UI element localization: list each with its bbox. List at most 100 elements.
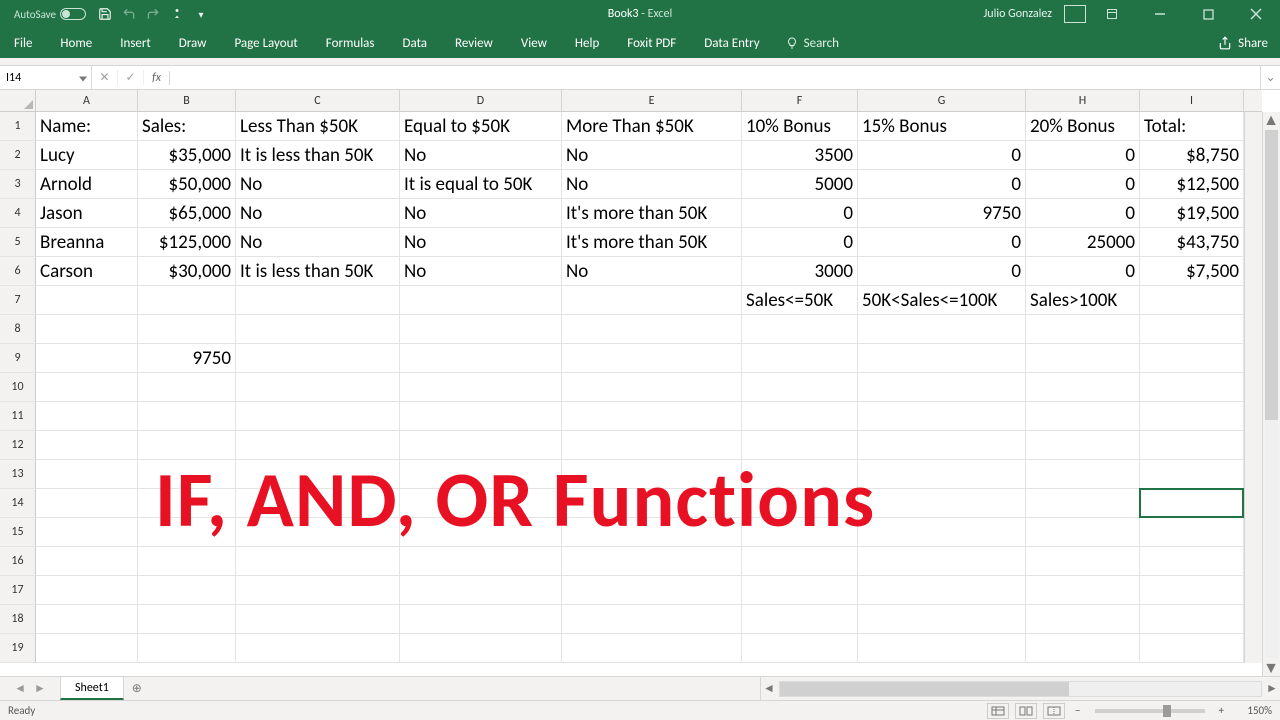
cell-D12[interactable]: [400, 431, 562, 460]
cancel-formula-icon[interactable]: ✕: [92, 70, 118, 85]
cell-H12[interactable]: [1026, 431, 1140, 460]
cell-H6[interactable]: 0: [1026, 257, 1140, 286]
cell-C5[interactable]: No: [236, 228, 400, 257]
cell-G8[interactable]: [858, 315, 1026, 344]
page-layout-view-icon[interactable]: [1015, 703, 1037, 719]
cell-B10[interactable]: [138, 373, 236, 402]
column-header-G[interactable]: G: [858, 90, 1026, 112]
row-header-8[interactable]: 8: [0, 315, 36, 344]
tell-me-search[interactable]: Search: [774, 28, 851, 58]
cell-C7[interactable]: [236, 286, 400, 315]
cell-I8[interactable]: [1140, 315, 1244, 344]
cell-G13[interactable]: [858, 460, 1026, 489]
cell-G14[interactable]: [858, 489, 1026, 518]
cell-I17[interactable]: [1140, 576, 1244, 605]
enter-formula-icon[interactable]: ✓: [118, 70, 144, 85]
cell-G16[interactable]: [858, 547, 1026, 576]
cell-I3[interactable]: $12,500: [1140, 170, 1244, 199]
ribbon-tab-insert[interactable]: Insert: [106, 28, 165, 58]
cell-F12[interactable]: [742, 431, 858, 460]
minimize-button[interactable]: [1138, 0, 1182, 28]
cell-A16[interactable]: [36, 547, 138, 576]
cell-D3[interactable]: It is equal to 50K: [400, 170, 562, 199]
undo-icon[interactable]: [118, 3, 140, 25]
scroll-right-icon[interactable]: ►: [1264, 681, 1280, 697]
ribbon-tab-foxit-pdf[interactable]: Foxit PDF: [613, 28, 690, 58]
row-header-12[interactable]: 12: [0, 431, 36, 460]
row-header-10[interactable]: 10: [0, 373, 36, 402]
cell-I5[interactable]: $43,750: [1140, 228, 1244, 257]
cell-A1[interactable]: Name:: [36, 112, 138, 141]
row-header-11[interactable]: 11: [0, 402, 36, 431]
cell-G4[interactable]: 9750: [858, 199, 1026, 228]
cell-B4[interactable]: $65,000: [138, 199, 236, 228]
cell-B12[interactable]: [138, 431, 236, 460]
zoom-level-label[interactable]: 150%: [1234, 704, 1272, 717]
cell-C17[interactable]: [236, 576, 400, 605]
cell-D1[interactable]: Equal to $50K: [400, 112, 562, 141]
cell-F10[interactable]: [742, 373, 858, 402]
cell-C13[interactable]: [236, 460, 400, 489]
ribbon-tab-home[interactable]: Home: [46, 28, 106, 58]
cell-C9[interactable]: [236, 344, 400, 373]
cell-A7[interactable]: [36, 286, 138, 315]
ribbon-tab-file[interactable]: File: [0, 28, 46, 58]
cell-G1[interactable]: 15% Bonus: [858, 112, 1026, 141]
zoom-in-button[interactable]: +: [1215, 704, 1228, 717]
cell-I11[interactable]: [1140, 402, 1244, 431]
cell-A12[interactable]: [36, 431, 138, 460]
ribbon-tab-draw[interactable]: Draw: [165, 28, 221, 58]
normal-view-icon[interactable]: [987, 703, 1009, 719]
cell-E6[interactable]: No: [562, 257, 742, 286]
cell-B5[interactable]: $125,000: [138, 228, 236, 257]
cell-I7[interactable]: [1140, 286, 1244, 315]
cell-D7[interactable]: [400, 286, 562, 315]
cell-A5[interactable]: Breanna: [36, 228, 138, 257]
sheet-tab-active[interactable]: Sheet1: [60, 676, 124, 700]
cell-E7[interactable]: [562, 286, 742, 315]
cell-C11[interactable]: [236, 402, 400, 431]
cell-C3[interactable]: No: [236, 170, 400, 199]
cell-G9[interactable]: [858, 344, 1026, 373]
cell-E1[interactable]: More Than $50K: [562, 112, 742, 141]
cell-G18[interactable]: [858, 605, 1026, 634]
cell-D5[interactable]: No: [400, 228, 562, 257]
share-button[interactable]: Share: [1206, 28, 1280, 58]
ribbon-tab-page-layout[interactable]: Page Layout: [220, 28, 311, 58]
cell-I2[interactable]: $8,750: [1140, 141, 1244, 170]
cell-F3[interactable]: 5000: [742, 170, 858, 199]
cell-I13[interactable]: [1140, 460, 1244, 489]
cell-A9[interactable]: [36, 344, 138, 373]
cell-A6[interactable]: Carson: [36, 257, 138, 286]
cell-D15[interactable]: [400, 518, 562, 547]
cell-G3[interactable]: 0: [858, 170, 1026, 199]
ribbon-tab-review[interactable]: Review: [441, 28, 507, 58]
cell-F6[interactable]: 3000: [742, 257, 858, 286]
cell-D17[interactable]: [400, 576, 562, 605]
next-sheet-icon[interactable]: ►: [34, 681, 46, 696]
zoom-slider[interactable]: [1095, 709, 1205, 713]
cell-I14[interactable]: [1140, 489, 1244, 518]
cell-A8[interactable]: [36, 315, 138, 344]
cell-I1[interactable]: Total:: [1140, 112, 1244, 141]
column-header-H[interactable]: H: [1026, 90, 1140, 112]
cell-E17[interactable]: [562, 576, 742, 605]
cell-F7[interactable]: Sales<=50K: [742, 286, 858, 315]
column-header-F[interactable]: F: [742, 90, 858, 112]
close-button[interactable]: [1234, 0, 1278, 28]
cell-I16[interactable]: [1140, 547, 1244, 576]
cells-grid[interactable]: 1Name:Sales:Less Than $50KEqual to $50KM…: [0, 112, 1280, 676]
horizontal-scrollbar[interactable]: ◄ ►: [760, 677, 1280, 700]
row-header-4[interactable]: 4: [0, 199, 36, 228]
cell-I10[interactable]: [1140, 373, 1244, 402]
cell-F5[interactable]: 0: [742, 228, 858, 257]
cell-F4[interactable]: 0: [742, 199, 858, 228]
cell-E12[interactable]: [562, 431, 742, 460]
cell-G6[interactable]: 0: [858, 257, 1026, 286]
cell-C6[interactable]: It is less than 50K: [236, 257, 400, 286]
cell-D9[interactable]: [400, 344, 562, 373]
cell-H9[interactable]: [1026, 344, 1140, 373]
cell-E16[interactable]: [562, 547, 742, 576]
autosave-toggle[interactable]: AutoSave: [8, 8, 92, 21]
cell-H11[interactable]: [1026, 402, 1140, 431]
